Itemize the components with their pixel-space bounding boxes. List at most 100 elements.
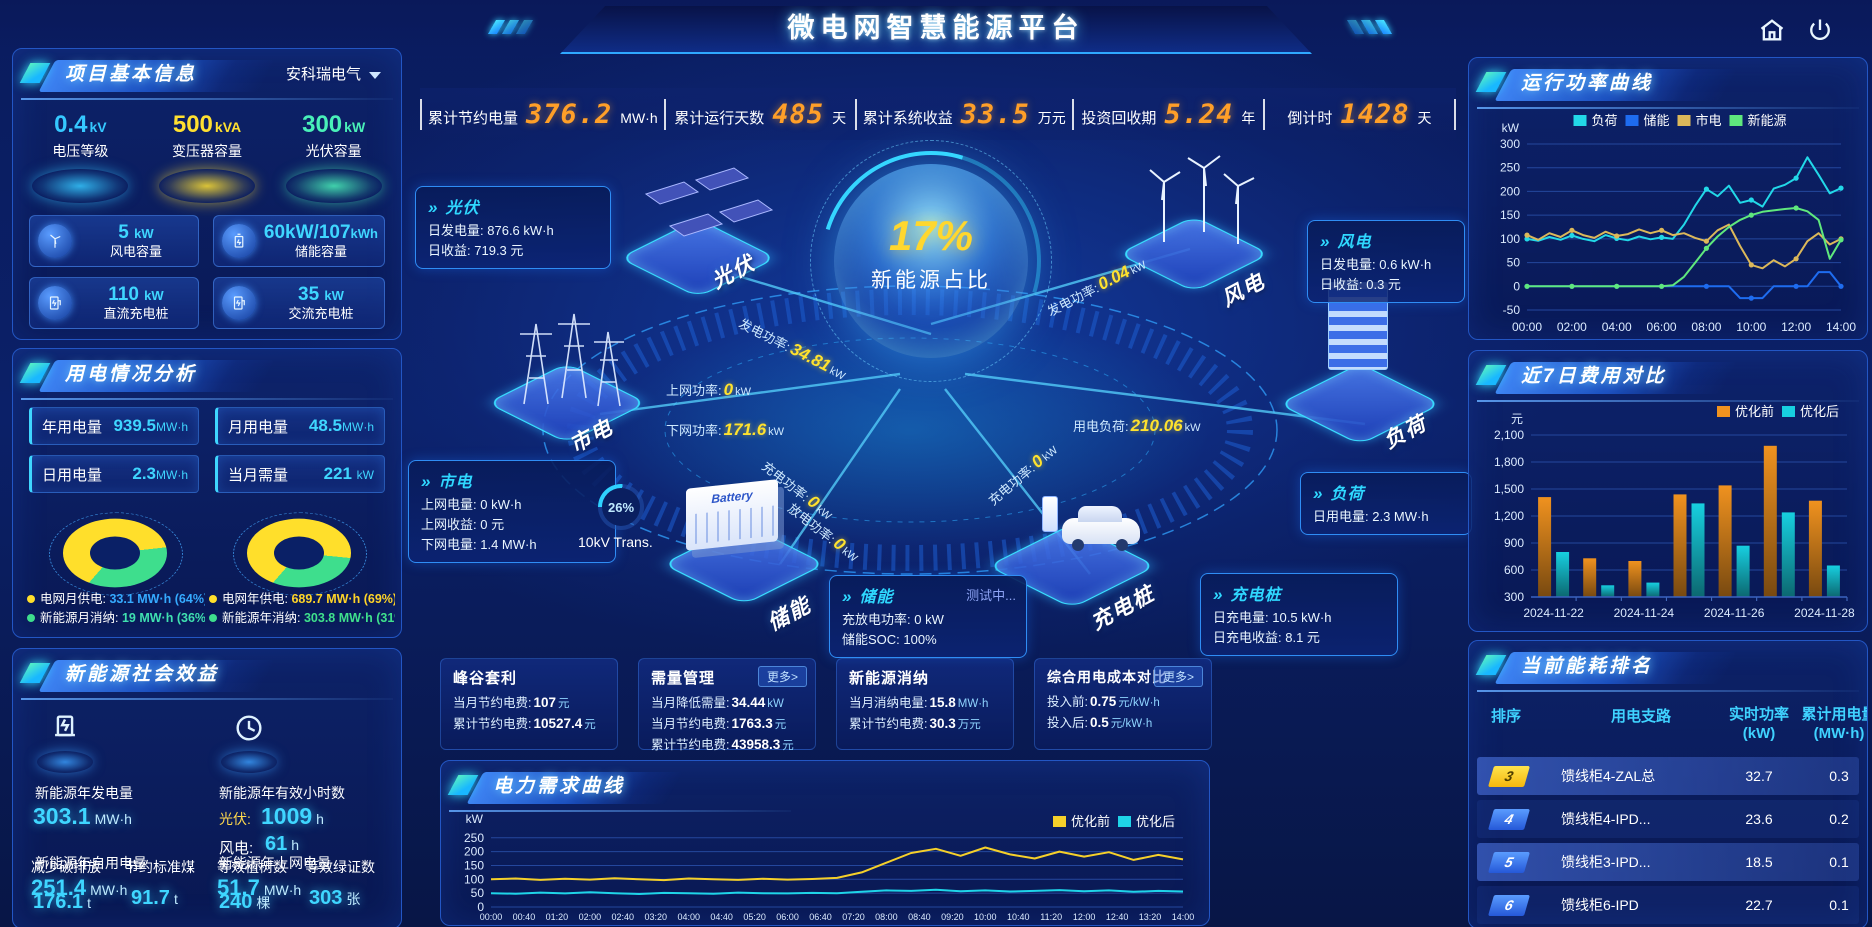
power-curve-panel: 运行功率曲线 -50 0 50 100 150 200 250 300 kW 00:00 02:00… [1468, 57, 1868, 340]
svg-text:00:00: 00:00 [1512, 320, 1542, 334]
svg-text:04:40: 04:40 [710, 912, 733, 922]
svg-text:06:00: 06:00 [1647, 320, 1677, 334]
company-select-value: 安科瑞电气 [285, 66, 361, 83]
stat-year-usage: 年用电量 939.5MW·h [29, 407, 199, 445]
gen-value: 303.1 MW·h [33, 803, 132, 829]
donut-ring [49, 512, 183, 596]
energy-ranking-panel: 当前能耗排名 排序 用电支路 实时功率(kW) 累计用电量(MW·h) 3 馈线… [1468, 640, 1868, 927]
svg-text:2024-11-24: 2024-11-24 [1614, 606, 1675, 620]
svg-text:2024-11-28: 2024-11-28 [1794, 606, 1855, 620]
ranking-table-header: 排序 用电支路 实时功率(kW) 累计用电量(MW·h) [1491, 706, 1867, 742]
self-use-value: 251.4 MW·h [31, 875, 128, 900]
storage-test-badge: 测试中... [966, 588, 1016, 603]
svg-text:优化后: 优化后 [1800, 404, 1839, 419]
wind-hours-value: 61 h [265, 833, 300, 855]
legend-month-grid: 电网月供电: 33.1 MW·h (64%) [27, 591, 205, 608]
panel-corner-icon [1475, 72, 1507, 92]
svg-text:10:00: 10:00 [1736, 320, 1766, 334]
svg-text:50: 50 [1507, 256, 1521, 270]
cost-compare-chart: 300 600 900 1,200 1,500 1,800 2,100 元 2024-11-22… [1494, 404, 1855, 620]
energy-ranking-header: 当前能耗排名 [1475, 649, 1859, 692]
kpi-countdown: 倒计时 1428 天 [1262, 98, 1456, 130]
page-title: 微电网智慧能源平台 [787, 13, 1085, 43]
panel-title: 用电情况分析 [65, 364, 198, 385]
svg-text:储能: 储能 [1644, 113, 1670, 128]
home-icon[interactable] [1758, 16, 1792, 46]
svg-text:100: 100 [1500, 232, 1520, 246]
svg-text:300: 300 [1500, 137, 1520, 151]
podium-voltage: 0.4 kV 电压等级 [21, 111, 139, 203]
panel-corner-icon [1475, 365, 1507, 385]
stat-month-demand: 当月需量 221 kW [215, 455, 385, 493]
svg-text:元: 元 [1511, 412, 1523, 426]
legend-dot [27, 595, 35, 603]
panel-title: 近7日费用对比 [1521, 366, 1667, 387]
load-info-box: 负荷 日用电量: 2.3 MW·h [1300, 472, 1472, 535]
svg-text:00:40: 00:40 [513, 912, 536, 922]
grid-towers-graphic [496, 294, 636, 419]
rank-badge: 6 [1487, 894, 1531, 916]
cert-label: 等效绿证数 [305, 859, 375, 875]
charger-info-box: 充电桩 日充电量: 10.5 kW·h 日充电收益: 8.1 元 [1200, 573, 1398, 656]
pv-info-box: 光伏 日发电量: 876.6 kW·h 日收益: 719.3 元 [415, 186, 611, 269]
renewable-share-sphere: 17% 新能源占比 [810, 140, 1052, 382]
self-use-label: 新能源年自用电量 [35, 855, 147, 871]
table-row[interactable]: 5 馈线柜3-IPD... 18.5 0.1 [1477, 843, 1859, 881]
rank-badge: 5 [1487, 851, 1531, 873]
stat-day-usage: 日用电量 2.3MW·h [29, 455, 199, 493]
panel-corner-icon [19, 363, 51, 383]
kpi-stats-bar: 累计节约电量 376.2 MW·h 累计运行天数 485 天 累计系统收益 33.5 万元 … [420, 88, 1456, 140]
panel-corner-icon [447, 775, 479, 795]
usage-analysis-header: 用电情况分析 [19, 357, 393, 400]
company-select[interactable]: 安科瑞电气 [286, 57, 381, 93]
battery-icon [221, 224, 256, 258]
social-benefit-header: 新能源社会效益 [19, 657, 393, 700]
svg-text:04:00: 04:00 [677, 912, 700, 922]
kpi-run-days: 累计运行天数 485 天 [663, 98, 855, 130]
svg-text:250: 250 [1500, 161, 1520, 175]
card-cost-comparison: 综合用电成本对比 更多> 投入前: 0.75 元/kW·h 投入后: 0.5 元/kW·… [1034, 658, 1212, 750]
svg-text:-50: -50 [1503, 303, 1521, 317]
coal-value: 91.7 t [131, 887, 178, 909]
donut-ring [233, 512, 367, 596]
table-row[interactable]: 3 馈线柜4-ZAL总 32.7 0.3 [1477, 757, 1859, 795]
usage-analysis-panel: 用电情况分析 年用电量 939.5MW·h 月用电量 48.5MW·h 日用电量 2.… [12, 348, 402, 638]
glow-disc [285, 169, 382, 203]
card-dc-charger: 110 kW 直流充电桩 [29, 277, 199, 329]
table-row[interactable]: 6 馈线柜6-IPD 22.7 0.1 [1477, 886, 1859, 924]
panel-title: 电力需求曲线 [493, 776, 626, 797]
flow-grid-export: 上网功率: 0 kW [666, 380, 751, 399]
svg-text:优化后: 优化后 [1136, 814, 1175, 829]
power-icon[interactable] [1806, 16, 1840, 46]
svg-text:200: 200 [1500, 184, 1520, 198]
svg-text:0: 0 [477, 900, 484, 914]
kpi-profit: 累计系统收益 33.5 万元 [854, 98, 1072, 130]
svg-text:新能源: 新能源 [1748, 113, 1787, 128]
svg-text:2,100: 2,100 [1494, 428, 1524, 442]
table-row[interactable]: 4 馈线柜4-IPD... 23.6 0.2 [1477, 800, 1859, 838]
title-banner: 微电网智慧能源平台 [560, 6, 1312, 54]
renewable-share-label: 新能源占比 [871, 269, 991, 292]
glow-disc [158, 169, 255, 203]
more-button[interactable]: 更多> [757, 666, 807, 687]
power-curve-chart: -50 0 50 100 150 200 250 300 kW 00:00 02:00 04:00 06… [1500, 113, 1856, 334]
card-demand-management: 需量管理 更多> 当月降低需量: 34.44 kW 当月节约电费: 1763.3 元 累… [638, 658, 816, 752]
wind-hours-key: 风电: [219, 840, 254, 857]
podium-pv: 300 kW 光伏容量 [275, 111, 393, 203]
capacity-podiums: 0.4 kV 电压等级 500 kVA 变压器容量 300 kW 光伏容量 [17, 111, 397, 203]
usage-stats: 年用电量 939.5MW·h 月用电量 48.5MW·h 日用电量 2.3MW·h 当… [29, 407, 385, 493]
panel-title: 新能源社会效益 [65, 664, 220, 685]
more-button[interactable]: 更多> [1153, 666, 1203, 687]
svg-text:01:20: 01:20 [546, 912, 569, 922]
transformer-load-gauge: 26% [598, 484, 644, 530]
year-donut-chart [233, 495, 367, 599]
svg-text:1,800: 1,800 [1494, 455, 1524, 469]
battery-graphic-text: Battery [711, 487, 753, 507]
co2-value: 176.1 t [33, 891, 91, 913]
energy-flow-diagram: 光伏 风电 市电 Battery 储能 [400, 124, 1472, 658]
svg-text:100: 100 [464, 872, 484, 886]
charging-pile-graphic [1042, 496, 1058, 532]
kpi-saved-energy: 累计节约电量 376.2 MW·h [420, 98, 664, 130]
svg-text:14:00: 14:00 [1172, 912, 1195, 922]
